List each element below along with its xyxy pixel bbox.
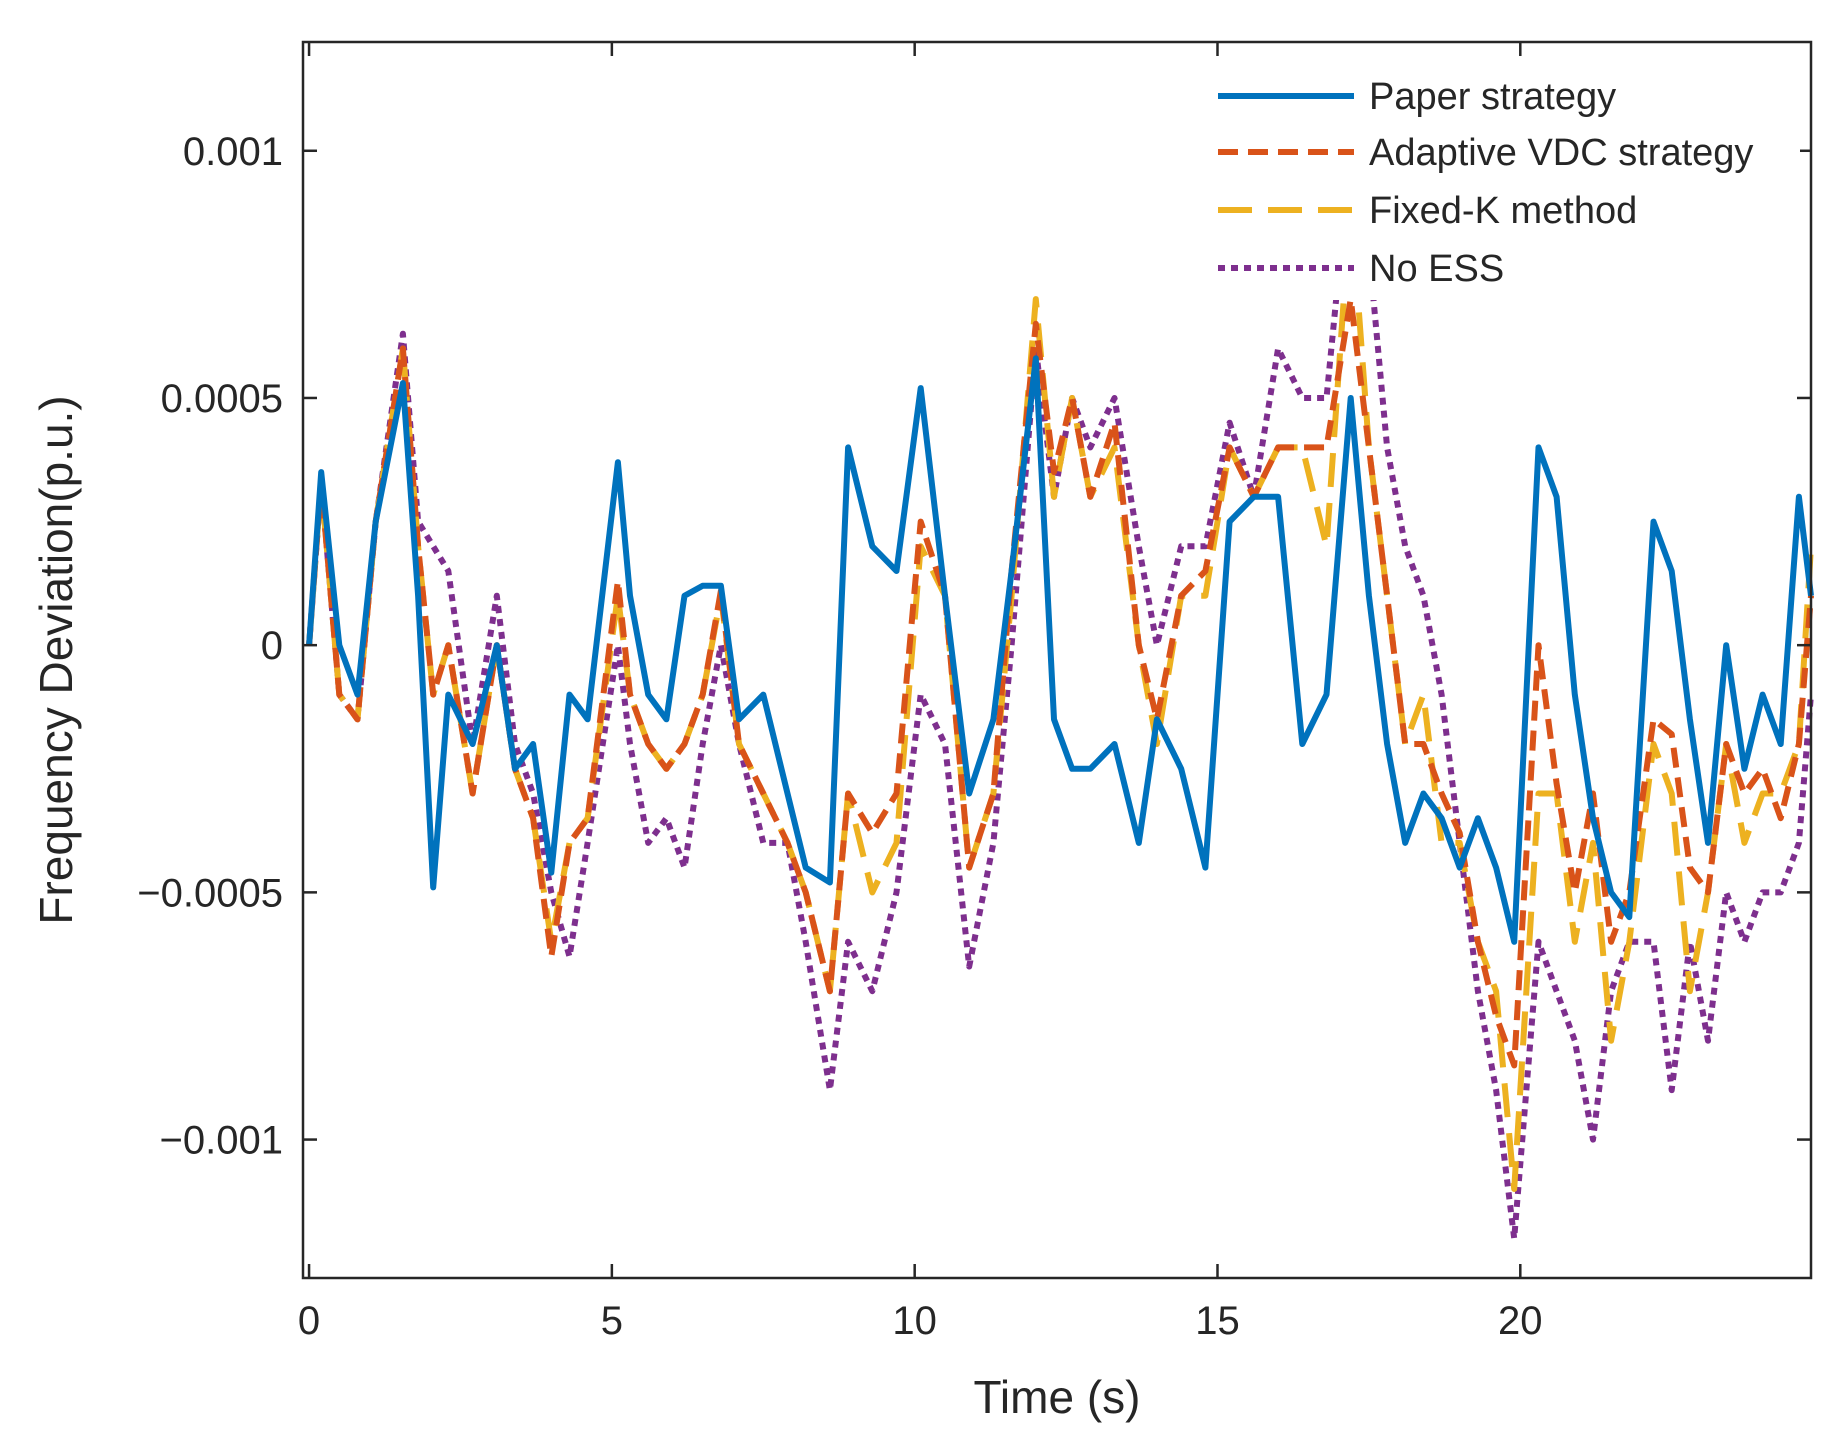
legend-label-no-ess: No ESS (1369, 248, 1504, 290)
y-tick-label: 0.0005 (161, 377, 283, 421)
plot-lines (306, 147, 1814, 1242)
x-tick-label: 20 (1498, 1299, 1543, 1343)
x-axis-label: Time (s) (974, 1371, 1141, 1423)
y-tick-label: 0.001 (183, 130, 283, 174)
y-tick-label: −0.001 (160, 1119, 283, 1163)
x-tick-label: 15 (1195, 1299, 1240, 1343)
legend-label-paper-strategy: Paper strategy (1369, 76, 1616, 118)
series-line-paper-strategy (306, 355, 1814, 945)
legend: Paper strategy Adaptive VDC strategy Fix… (1208, 62, 1800, 300)
legend-box (1208, 62, 1800, 300)
series-line-adaptive-vdc-strategy (306, 296, 1814, 1069)
y-tick-label: −0.0005 (137, 871, 283, 915)
legend-label-adaptive-vdc-strategy: Adaptive VDC strategy (1369, 132, 1753, 174)
y-axis-label: Frequency Deviation(p.u.) (30, 395, 82, 924)
y-tick-label: 0 (261, 624, 283, 668)
x-tick-label: 10 (892, 1299, 937, 1343)
x-axis-ticks: 0 5 10 15 20 (298, 42, 1543, 1343)
plot-area-frame (301, 40, 1813, 1280)
x-tick-label: 5 (601, 1299, 623, 1343)
x-tick-label: 0 (298, 1299, 320, 1343)
legend-label-fixed-k-method: Fixed-K method (1369, 190, 1637, 232)
